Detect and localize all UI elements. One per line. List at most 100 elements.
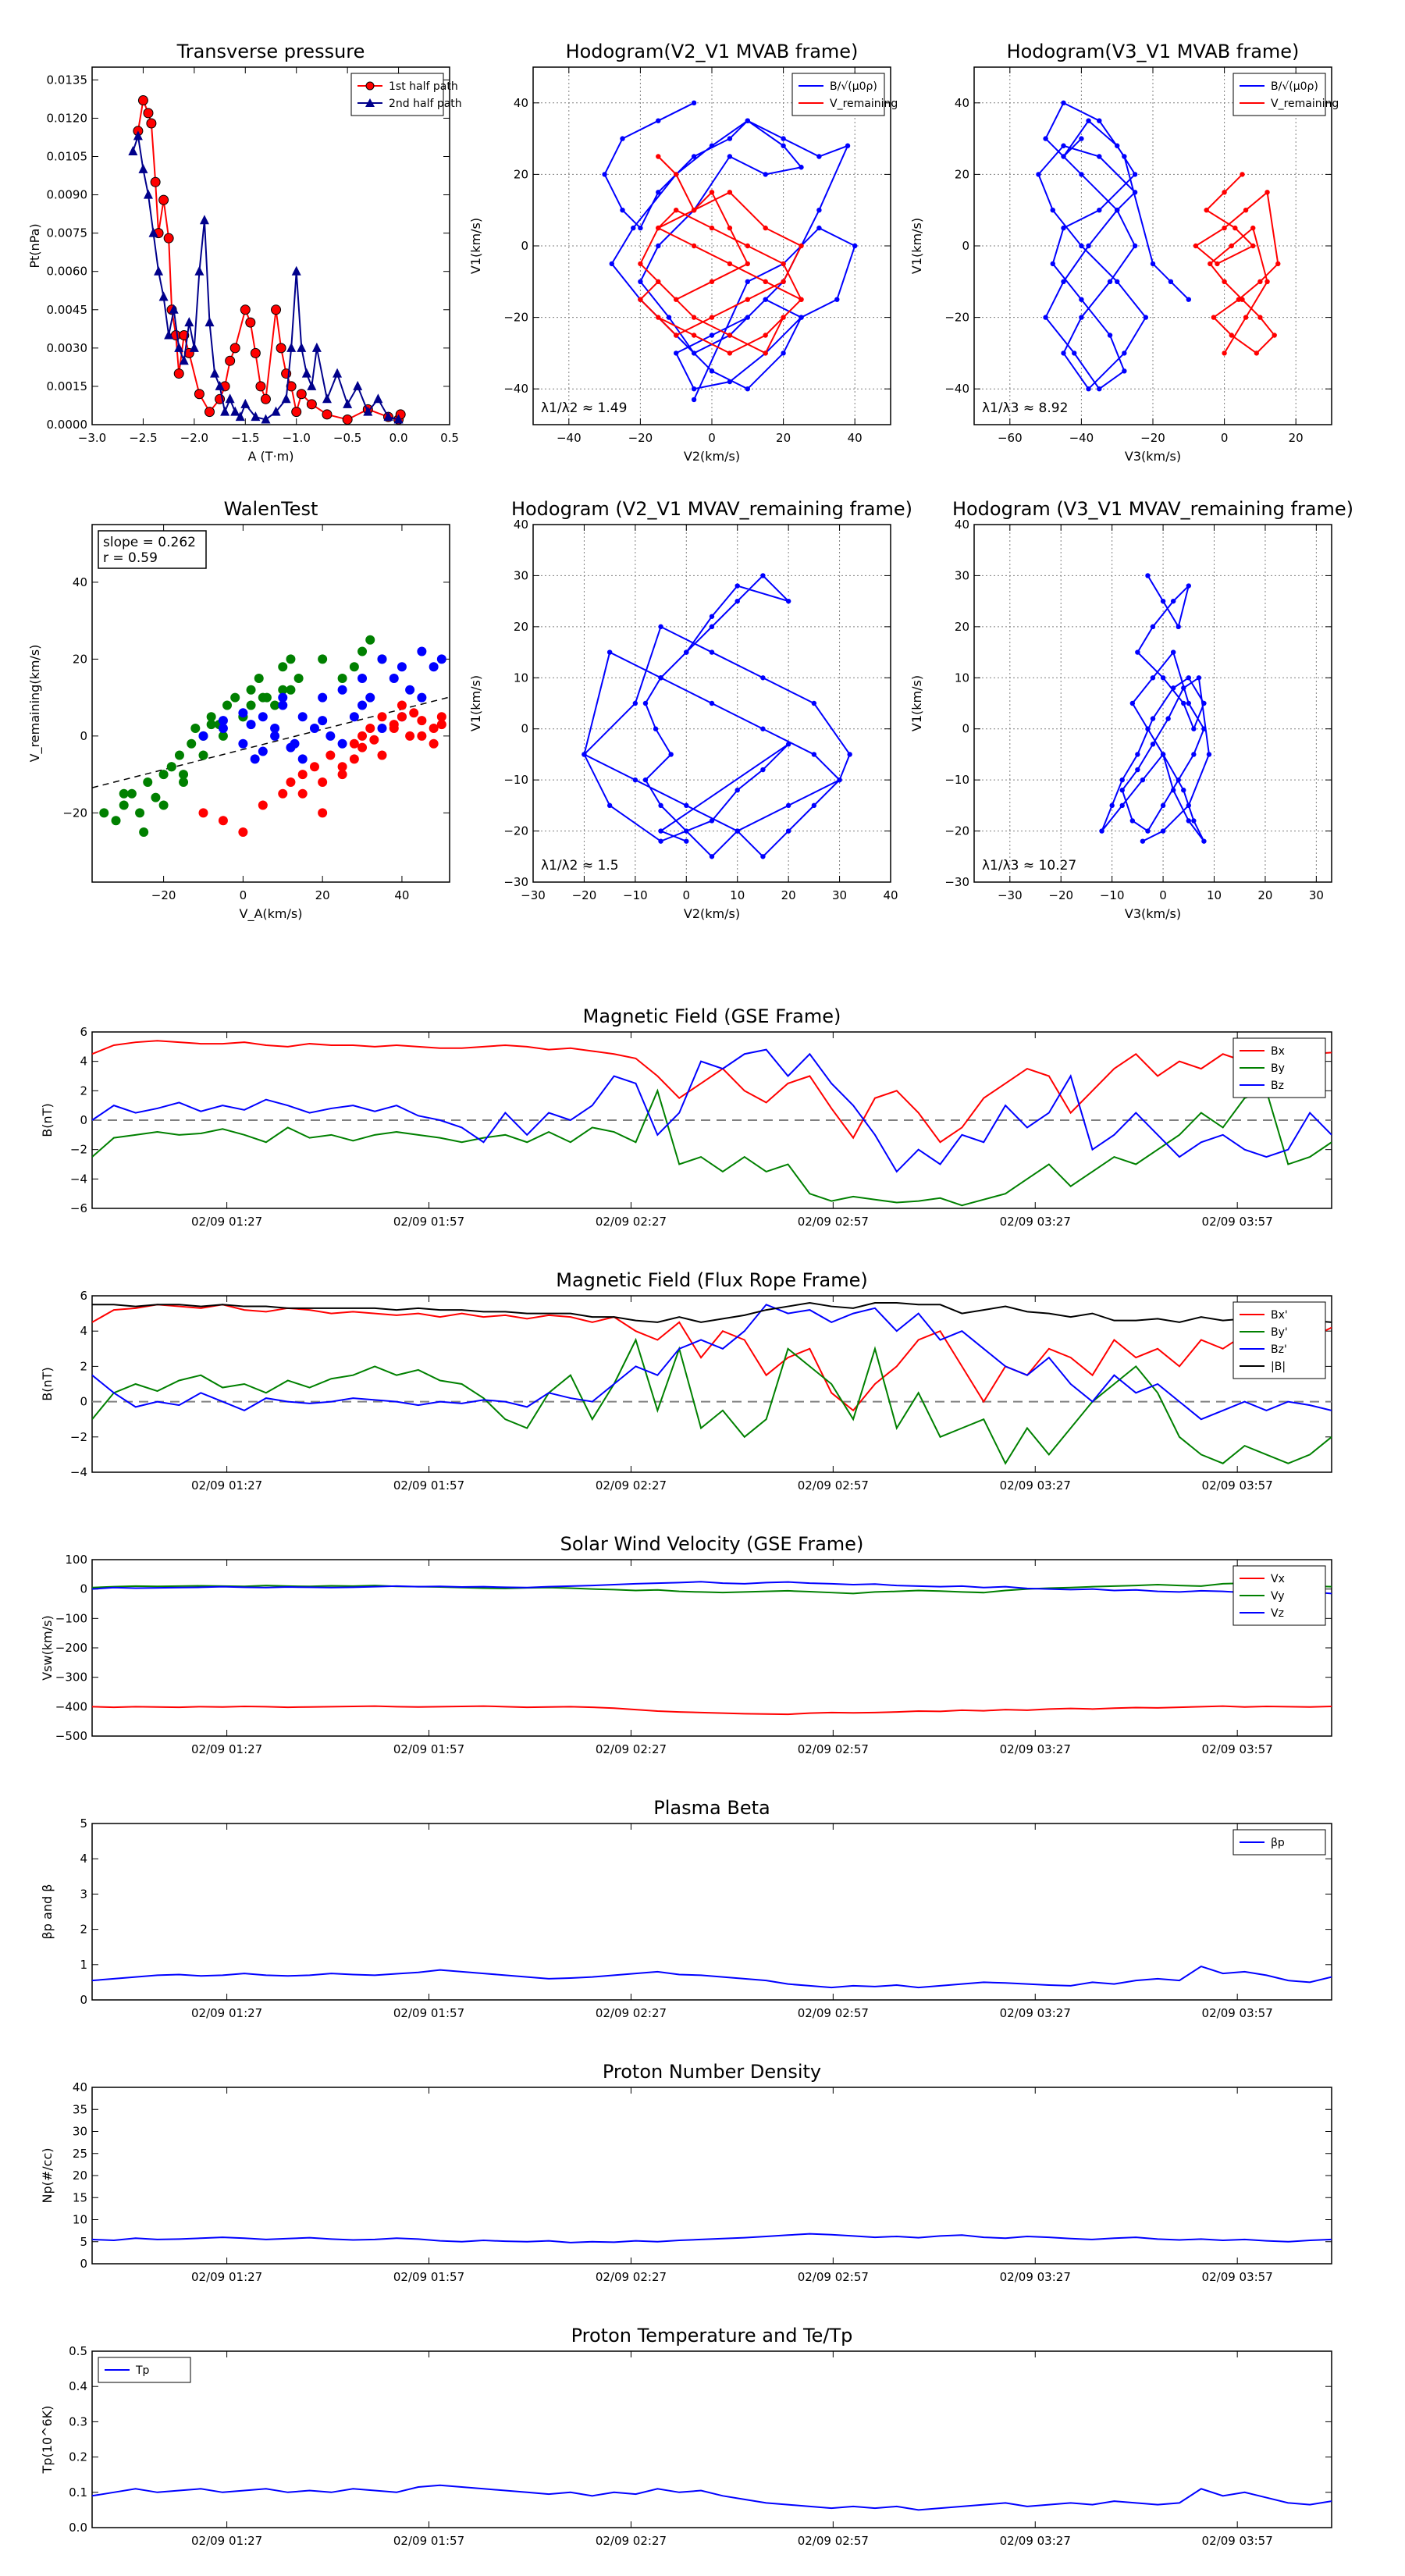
y-tick-label: 6 (80, 1025, 87, 1039)
data-point (151, 792, 161, 802)
data-point (638, 261, 643, 267)
x-tick-label: −60 (998, 431, 1023, 445)
y-tick-label: −2 (70, 1430, 87, 1444)
plot-area (92, 1040, 1332, 1207)
y-axis-label: V1(km/s) (909, 675, 924, 731)
data-point (143, 777, 153, 787)
data-point (307, 380, 317, 390)
x-tick-label: 02/09 03:57 (1202, 2006, 1273, 2020)
y-tick-label: −500 (55, 1729, 87, 1743)
data-point (760, 573, 766, 578)
data-point (377, 750, 387, 760)
data-point (270, 724, 280, 734)
data-point (337, 770, 347, 780)
data-point (349, 712, 359, 722)
data-point (325, 750, 336, 760)
plot-frame (91, 66, 450, 425)
data-point (150, 176, 161, 187)
data-point (206, 720, 216, 730)
x-tick-label: 02/09 02:57 (798, 2270, 869, 2284)
y-tick-label: 2 (80, 1359, 87, 1373)
data-point (373, 393, 383, 404)
data-point (785, 598, 791, 604)
x-tick-label: 02/09 03:27 (1000, 2006, 1071, 2020)
data-point (620, 136, 625, 141)
data-point (799, 297, 804, 302)
legend-label: Bz (1271, 1080, 1284, 1092)
data-point (357, 700, 368, 710)
x-tick-label: 02/09 03:57 (1202, 1215, 1273, 1229)
chart-title: Proton Number Density (603, 2061, 821, 2083)
x-tick-label: 02/09 01:27 (191, 2006, 262, 2020)
data-point (246, 685, 256, 695)
data-point (631, 225, 636, 231)
y-tick-label: −6 (70, 1201, 87, 1215)
data-point (278, 685, 288, 695)
x-tick-label: 02/09 03:27 (1000, 1478, 1071, 1493)
data-point (1181, 685, 1186, 691)
y-tick-label: −100 (55, 1611, 87, 1625)
y-tick-label: 40 (73, 575, 87, 589)
data-point (322, 393, 332, 404)
data-point (1186, 700, 1192, 706)
data-point (684, 649, 689, 655)
data-point (658, 828, 663, 834)
data-point (1119, 777, 1125, 783)
legend-label: Bx' (1271, 1309, 1288, 1322)
plot-frame (91, 1295, 1332, 1473)
data-point (727, 333, 733, 338)
legend-label: Bx (1271, 1045, 1285, 1058)
data-point (656, 315, 661, 320)
series-0 (582, 573, 852, 859)
data-point (1129, 818, 1136, 824)
data-point (230, 692, 240, 703)
chart-title: WalenTest (224, 498, 318, 520)
data-point (429, 724, 439, 734)
data-point (709, 279, 715, 284)
series-line-0 (92, 1040, 1332, 1144)
data-point (727, 261, 733, 267)
data-point (658, 838, 663, 844)
plot-frame (91, 2350, 1332, 2528)
data-point (135, 808, 145, 818)
data-point (337, 685, 347, 695)
series-0 (99, 635, 387, 837)
data-point (204, 407, 215, 418)
data-point (1132, 172, 1138, 177)
x-tick-label: 0.5 (440, 431, 459, 445)
data-point (745, 243, 750, 249)
data-point (174, 750, 184, 760)
data-point (1186, 818, 1192, 824)
data-point (727, 225, 733, 231)
data-point (658, 675, 663, 681)
data-point (1191, 726, 1197, 731)
data-point (220, 406, 230, 416)
data-point (606, 649, 613, 655)
data-point (763, 279, 768, 284)
plot-area (1036, 100, 1281, 392)
data-point (258, 800, 268, 810)
annotation-text: λ1/λ2 ≈ 1.49 (541, 400, 627, 416)
data-point (342, 414, 353, 425)
x-tick-label: −20 (628, 431, 653, 445)
data-point (179, 355, 189, 365)
x-tick-label: 40 (883, 888, 898, 902)
data-point (1115, 143, 1120, 148)
data-point (271, 406, 281, 416)
data-point (270, 731, 280, 741)
data-point (1229, 243, 1234, 249)
data-point (1140, 838, 1146, 844)
data-point (709, 368, 715, 374)
y-tick-label: 20 (514, 620, 528, 634)
x-tick-label: 0 (240, 888, 247, 902)
y-tick-label: −20 (62, 806, 87, 820)
series-line-0 (92, 1965, 1332, 1989)
data-point (1115, 208, 1120, 213)
data-point (1243, 208, 1249, 213)
series-line-2 (92, 1304, 1332, 1421)
data-point (785, 742, 791, 747)
data-point (333, 368, 343, 378)
data-point (1050, 208, 1055, 213)
series-line-1 (92, 1582, 1332, 1595)
legend: Bx By Bz (1232, 1037, 1326, 1098)
